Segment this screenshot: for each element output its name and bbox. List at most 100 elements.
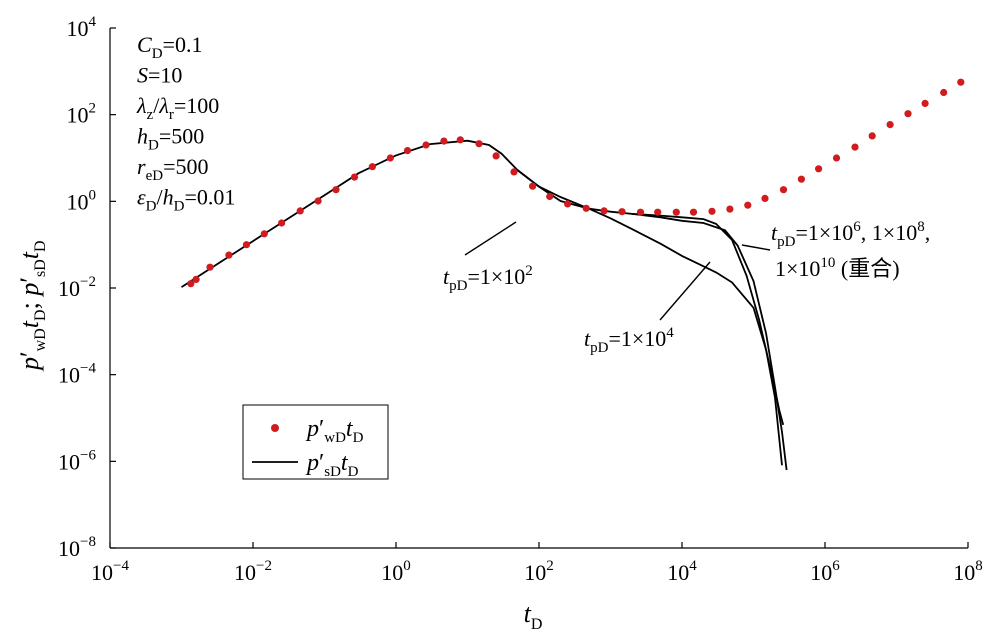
- parameter-value: =500: [159, 124, 204, 149]
- data-point: [242, 241, 251, 249]
- parameter-subscript: D: [146, 199, 157, 215]
- annotation-leader-line: [741, 244, 771, 251]
- parameter-line: CD=0.1: [137, 32, 202, 62]
- data-point: [192, 275, 200, 283]
- y-axis-prime: ′: [15, 351, 44, 357]
- y-tick-label: 100: [67, 187, 97, 214]
- x-tick-base: 10: [381, 560, 403, 585]
- y-tick-base: 10: [58, 449, 80, 474]
- annotation-text: ,: [925, 220, 931, 245]
- annotation-superscript: 2: [525, 263, 533, 279]
- annotation-text: , 1×10: [861, 220, 917, 245]
- x-tick-exponent: 0: [403, 558, 411, 574]
- annotation-leaders: [464, 221, 771, 321]
- annotation-subscript: pD: [777, 234, 796, 250]
- data-point: [726, 205, 734, 213]
- x-tick-exponent: −4: [113, 558, 129, 574]
- data-point: [582, 204, 590, 212]
- y-tick-exponent: 0: [89, 187, 97, 203]
- x-tick-base: 10: [234, 560, 256, 585]
- y-axis-symbol: p: [15, 357, 44, 372]
- data-point: [529, 182, 537, 190]
- y-axis-subscript: D: [32, 240, 49, 252]
- annotation-symbol: t: [771, 220, 778, 245]
- parameter-subscript: D: [152, 46, 163, 62]
- annotation-superscript: 4: [666, 325, 674, 341]
- curve-annotation: tpD=1×104: [584, 325, 674, 356]
- annotation-superscript: 10: [820, 255, 835, 271]
- data-point: [260, 230, 268, 238]
- parameter-symbol: ε: [137, 185, 146, 210]
- parameter-value: =100: [174, 93, 219, 118]
- annotation-superscript: 6: [853, 219, 861, 235]
- data-point: [187, 280, 195, 288]
- x-tick-exponent: 6: [832, 558, 840, 574]
- legend-box: [242, 404, 389, 480]
- y-axis-subscript: D: [32, 309, 49, 321]
- legend-dot-marker: [271, 424, 279, 432]
- x-tick-base: 10: [524, 560, 546, 585]
- legend-subscript: sD: [324, 464, 341, 480]
- y-axis-prime: ′: [15, 277, 44, 283]
- y-axis-subscript: sD: [32, 259, 49, 277]
- data-point: [332, 186, 340, 194]
- data-point: [546, 192, 554, 201]
- x-axis-symbol: t: [524, 599, 532, 628]
- data-point: [510, 168, 518, 176]
- x-tick-exponent: −2: [256, 558, 272, 574]
- x-axis-title: tD: [524, 599, 543, 633]
- parameter-symbol: λ: [136, 93, 147, 118]
- annotation-text: =1×10: [467, 264, 525, 289]
- parameter-value: =0.01: [184, 185, 235, 210]
- parameter-symbol-2: λ: [158, 93, 169, 118]
- data-point: [940, 88, 948, 97]
- annotation-text: =1×10: [795, 220, 853, 245]
- data-point: [314, 197, 322, 205]
- parameter-subscript: eD: [146, 168, 164, 184]
- y-tick-base: 10: [67, 189, 89, 214]
- curve-series-3: [631, 213, 785, 426]
- data-point: [492, 152, 500, 160]
- data-point: [832, 154, 841, 162]
- parameter-line: reD=500: [137, 154, 208, 184]
- data-point: [206, 263, 214, 271]
- x-tick-label: 10−4: [91, 558, 129, 585]
- y-tick-exponent: −4: [80, 361, 96, 377]
- axes: [109, 28, 968, 549]
- parameter-subscript: z: [147, 107, 154, 123]
- data-point: [440, 137, 448, 145]
- data-point: [708, 207, 716, 215]
- parameter-line: hD=500: [137, 124, 204, 154]
- data-point: [672, 208, 680, 216]
- y-axis-subscript: wD: [32, 328, 49, 351]
- annotation-leader-line: [659, 261, 711, 321]
- x-tick-base: 10: [91, 560, 113, 585]
- x-tick-base: 10: [667, 560, 689, 585]
- legend-label: p′sDtD: [305, 450, 359, 480]
- curve-annotation: 1×1010 (重合): [775, 255, 900, 281]
- parameter-block: CD=0.1S=10λz/λr=100hD=500reD=500εD/hD=0.…: [136, 32, 235, 215]
- parameter-subscript-2: r: [169, 107, 174, 123]
- annotation-subscript: pD: [449, 278, 468, 294]
- annotation-text: =1×10: [608, 326, 666, 351]
- parameter-subscript-2: D: [174, 199, 185, 215]
- parameter-symbol: S: [137, 63, 148, 88]
- parameter-slash: /: [153, 93, 160, 118]
- curve-series-2: [516, 169, 788, 471]
- data-point: [296, 207, 304, 215]
- dot-series: [187, 78, 965, 288]
- y-tick-label: 10−6: [58, 447, 96, 474]
- y-tick-exponent: 2: [89, 101, 97, 117]
- legend-symbol-2: t: [341, 450, 349, 476]
- parameter-line: εD/hD=0.01: [137, 185, 235, 215]
- data-point: [779, 186, 788, 194]
- annotation-leader-line: [464, 221, 517, 256]
- parameter-value: =0.1: [163, 32, 203, 57]
- legend-prime: ′: [319, 450, 324, 476]
- data-point: [761, 194, 769, 202]
- x-tick-label: 10−2: [234, 558, 272, 585]
- annotation-subscript: pD: [590, 340, 609, 356]
